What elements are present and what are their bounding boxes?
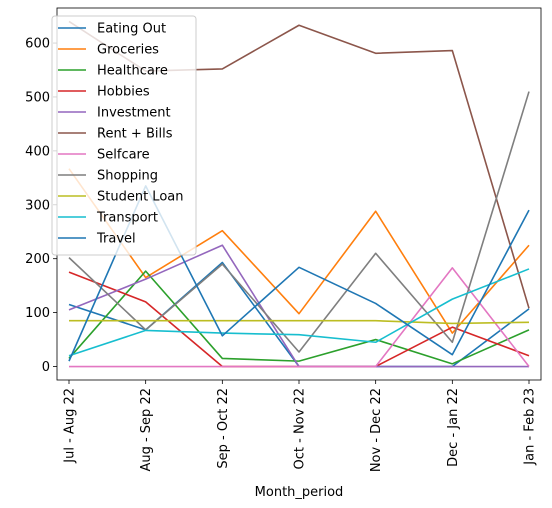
legend-label: Travel bbox=[96, 232, 136, 247]
y-tick-label: 0 bbox=[42, 360, 50, 375]
series-line-selfcare bbox=[69, 267, 530, 368]
series-line-groceries bbox=[68, 168, 530, 334]
legend-box bbox=[51, 15, 197, 256]
legend-label: Healthcare bbox=[97, 64, 168, 79]
y-tick-label: 600 bbox=[25, 37, 50, 52]
x-tick-label: Dec - Jan 22 bbox=[446, 388, 461, 467]
series-line-transport bbox=[68, 268, 530, 357]
x-tick-label: Nov - Dec 22 bbox=[369, 388, 384, 472]
legend-label: Rent + Bills bbox=[97, 127, 173, 142]
y-axis: 0 100 200 300 400 500 600 bbox=[25, 37, 57, 375]
y-tick-label: 100 bbox=[25, 306, 50, 321]
x-tick-label: Jul - Aug 22 bbox=[63, 388, 78, 464]
legend-label: Investment bbox=[97, 106, 171, 121]
series-line-healthcare bbox=[68, 270, 530, 365]
legend: Eating Out Groceries Healthcare Hobbies Inve… bbox=[51, 15, 197, 256]
legend-label: Shopping bbox=[97, 169, 158, 184]
y-tick-label: 300 bbox=[25, 198, 50, 213]
x-axis-label: Month_period bbox=[255, 485, 344, 500]
y-tick-label: 400 bbox=[25, 144, 50, 159]
x-tick-label: Jan - Feb 23 bbox=[523, 388, 538, 466]
series-lines bbox=[68, 20, 530, 368]
y-tick-label: 200 bbox=[25, 252, 50, 267]
legend-label: Hobbies bbox=[97, 85, 150, 100]
x-tick-label: Aug - Sep 22 bbox=[139, 388, 154, 472]
legend-label: Groceries bbox=[97, 43, 159, 58]
x-tick-label: Oct - Nov 22 bbox=[293, 388, 308, 469]
legend-label: Eating Out bbox=[97, 22, 166, 37]
x-tick-label: Sep - Oct 22 bbox=[216, 388, 231, 469]
x-axis: Jul - Aug 22 Aug - Sep 22 Sep - Oct 22 Oct … bbox=[63, 380, 538, 472]
legend-label: Student Loan bbox=[97, 190, 183, 205]
legend-label: Transport bbox=[96, 211, 158, 226]
y-tick-label: 500 bbox=[25, 90, 50, 105]
series-line-student-loan bbox=[69, 319, 530, 325]
legend-label: Selfcare bbox=[97, 148, 150, 163]
